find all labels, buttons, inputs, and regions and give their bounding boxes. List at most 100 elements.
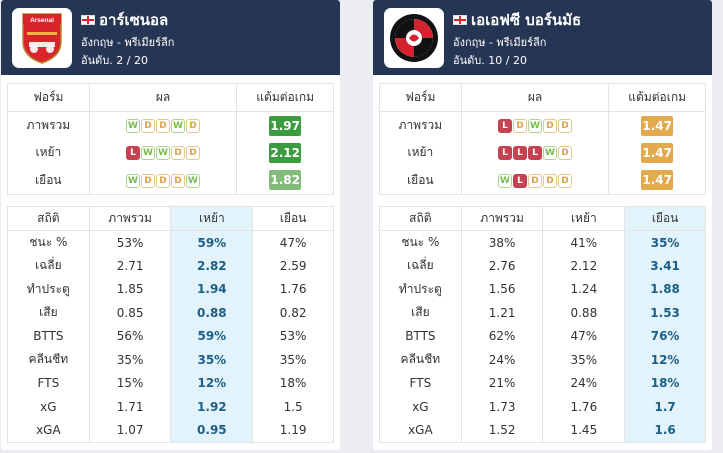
result-badge: L — [513, 146, 528, 160]
result-badge: D — [156, 118, 171, 133]
stats-value: 41% — [542, 230, 626, 254]
stats-value: 35% — [89, 348, 172, 372]
stats-value: 38% — [461, 230, 544, 254]
stats-row: xG 1.71 1.92 1.5 — [7, 395, 334, 419]
stats-value: 2.82 — [170, 254, 254, 278]
stats-row-label: ชนะ % — [379, 230, 462, 254]
stats-value: 1.53 — [624, 301, 706, 325]
result-badge: D — [171, 173, 186, 188]
stats-value: 12% — [170, 371, 254, 395]
team-logo[interactable] — [384, 8, 444, 68]
stats-row: xGA 1.52 1.45 1.6 — [379, 418, 706, 442]
stats-row: เฉลี่ย 2.71 2.82 2.59 — [7, 254, 334, 278]
bournemouth-crest-icon — [390, 14, 438, 62]
stats-value: 2.76 — [461, 254, 544, 278]
stats-row-label: ทำประตู — [7, 277, 90, 301]
stats-value: 0.85 — [89, 301, 172, 325]
stats-value: 1.24 — [542, 277, 626, 301]
result-badge: D — [558, 146, 573, 160]
result-badge: L — [528, 146, 543, 160]
team-name[interactable]: อาร์เซนอล — [81, 9, 174, 31]
stats-value: 1.5 — [252, 395, 334, 419]
team-header: เอเอฟซี บอร์นมัธ อังกฤษ - พรีเมียร์ลีก อ… — [373, 0, 712, 75]
team-panel-arsenal: Arsenal อาร์เซนอล อังกฤษ - พรีเมียร์ลีก … — [1, 0, 340, 450]
result-badge: W — [528, 118, 543, 133]
stats-row: ทำประตู 1.56 1.24 1.88 — [379, 277, 706, 301]
stats-value: 1.19 — [252, 418, 334, 442]
stats-row-label: FTS — [379, 371, 462, 395]
stats-row-label: คลีนชีท — [7, 348, 90, 372]
result-badge: D — [186, 118, 201, 133]
stats-table: สถิติ ภาพรวม เหย้า เยือน ชนะ % 38% 41% 35% เ… — [379, 206, 706, 443]
result-header: ผล — [89, 83, 238, 112]
stats-row: เสีย 1.21 0.88 1.53 — [379, 301, 706, 325]
england-flag-icon — [81, 15, 95, 25]
ppg-badge: 1.47 — [641, 170, 674, 191]
form-row-label: ภาพรวม — [379, 111, 462, 139]
stats-value: 59% — [170, 230, 254, 254]
svg-text:Arsenal: Arsenal — [30, 17, 54, 24]
team-name-label[interactable]: อาร์เซนอล — [99, 11, 169, 29]
form-row-label: เยือน — [7, 166, 90, 195]
result-badge: D — [171, 146, 186, 160]
stats-value: 1.73 — [461, 395, 544, 419]
england-flag-icon — [453, 15, 467, 25]
stats-header-away: เยือน — [252, 206, 334, 231]
result-badge: D — [141, 118, 156, 133]
team-name[interactable]: เอเอฟซี บอร์นมัธ — [453, 9, 581, 31]
stats-value: 2.71 — [89, 254, 172, 278]
stats-header-overall: ภาพรวม — [89, 206, 172, 231]
stats-row: ชนะ % 38% 41% 35% — [379, 230, 706, 254]
form-header: ฟอร์ม — [379, 83, 462, 112]
stats-row-label: xGA — [379, 418, 462, 442]
stats-row: เฉลี่ย 2.76 2.12 3.41 — [379, 254, 706, 278]
stats-header-home: เหย้า — [170, 206, 254, 231]
ppg-header: แต้มต่อเกม — [608, 83, 706, 112]
result-badge: D — [141, 173, 156, 188]
stats-row-label: เฉลี่ย — [379, 254, 462, 278]
stats-value: 1.92 — [170, 395, 254, 419]
stats-value: 1.52 — [461, 418, 544, 442]
result-badge: W — [156, 146, 171, 160]
stats-value: 1.21 — [461, 301, 544, 325]
stats-header-stat: สถิติ — [7, 206, 90, 231]
form-row-label: เยือน — [379, 166, 462, 195]
stats-value: 1.7 — [624, 395, 706, 419]
result-badge: W — [543, 146, 558, 160]
stats-value: 24% — [461, 348, 544, 372]
stats-row-label: BTTS — [7, 324, 90, 348]
stats-row-label: FTS — [7, 371, 90, 395]
stats-value: 35% — [542, 348, 626, 372]
stats-value: 3.41 — [624, 254, 706, 278]
stats-value: 35% — [170, 348, 254, 372]
result-badge: D — [543, 118, 558, 133]
stats-row-label: เฉลี่ย — [7, 254, 90, 278]
team-league[interactable]: อังกฤษ - พรีเมียร์ลีก — [453, 36, 547, 49]
ppg-badge: 1.97 — [269, 115, 302, 136]
stats-row: BTTS 62% 47% 76% — [379, 324, 706, 348]
team-name-label[interactable]: เอเอฟซี บอร์นมัธ — [471, 11, 582, 29]
ppg-badge: 1.47 — [641, 142, 674, 163]
ppg-header: แต้มต่อเกม — [236, 83, 334, 112]
ppg-badge: 2.12 — [269, 142, 302, 163]
ppg-badge: 1.47 — [641, 115, 674, 136]
team-rank: อันดับ. 10 / 20 — [453, 54, 527, 67]
stats-row: ชนะ % 53% 59% 47% — [7, 230, 334, 254]
team-logo[interactable]: Arsenal — [12, 8, 72, 68]
stats-row: FTS 15% 12% 18% — [7, 371, 334, 395]
stats-row-label: xG — [379, 395, 462, 419]
stats-value: 1.56 — [461, 277, 544, 301]
team-league[interactable]: อังกฤษ - พรีเมียร์ลีก — [81, 36, 175, 49]
stats-value: 1.76 — [252, 277, 334, 301]
stats-value: 59% — [170, 324, 254, 348]
stats-value: 0.95 — [170, 418, 254, 442]
